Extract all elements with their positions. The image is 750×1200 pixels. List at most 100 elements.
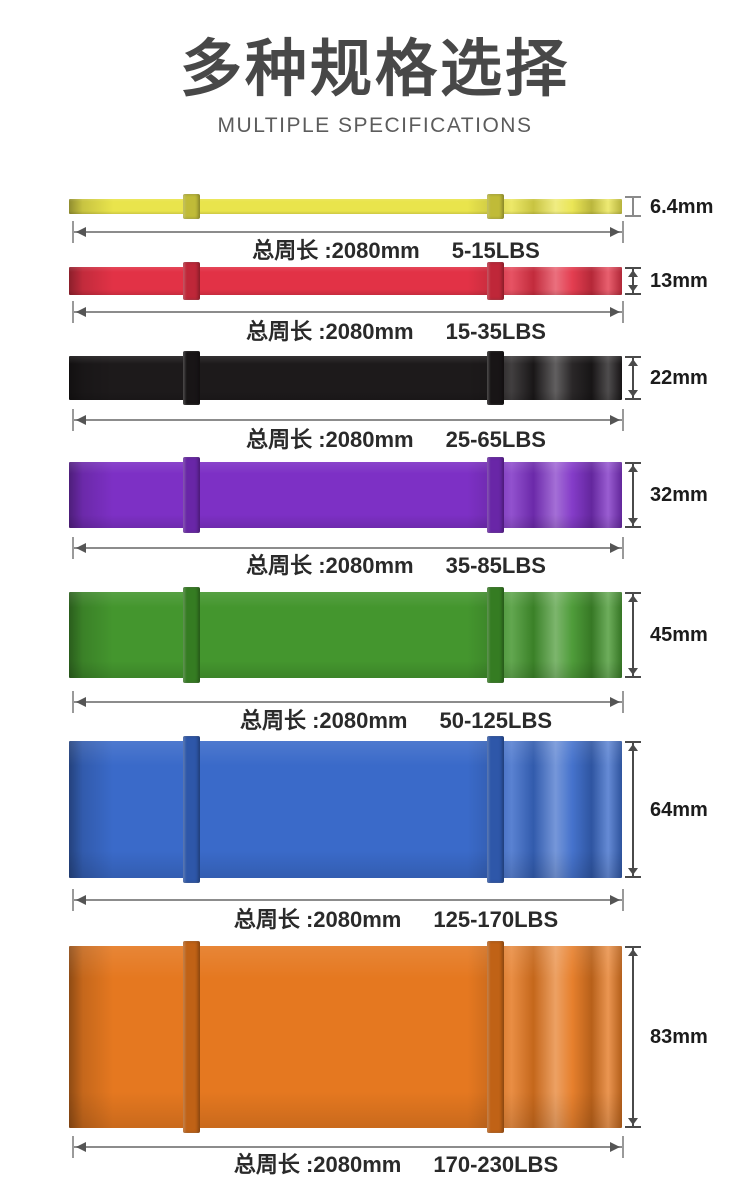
band-clip — [487, 262, 504, 300]
arrow-right-icon — [610, 415, 620, 425]
band-clip — [487, 457, 504, 533]
band-clip — [183, 457, 200, 533]
band-clip — [183, 351, 200, 405]
band-clip — [183, 736, 200, 883]
arrow-right-icon — [610, 543, 620, 553]
red-resistance-band — [69, 262, 622, 300]
band-measure-text: 总周长 :2080mm 15-35LBS — [120, 319, 672, 345]
marker-bottom-cap — [625, 526, 641, 528]
arrow-right-icon — [610, 307, 620, 317]
band-clip — [487, 941, 504, 1133]
marker-line — [632, 358, 634, 398]
measure-right-cap — [622, 301, 624, 323]
measure-line — [74, 701, 622, 703]
band-width-label: 45mm — [650, 624, 708, 646]
circumference-measure-line — [72, 1136, 624, 1158]
arrow-left-icon — [76, 307, 86, 317]
measure-line — [74, 231, 622, 233]
circumference-measure-line — [72, 301, 624, 323]
band-clip — [183, 587, 200, 683]
marker-top-cap — [625, 946, 641, 948]
arrow-left-icon — [76, 1142, 86, 1152]
marker-line — [632, 743, 634, 876]
measure-right-cap — [622, 1136, 624, 1158]
marker-line — [632, 594, 634, 676]
marker-top-cap — [625, 741, 641, 743]
circumference-measure-line — [72, 409, 624, 431]
measure-left-cap — [72, 691, 74, 713]
band-width-label: 83mm — [650, 1026, 708, 1048]
marker-bottom-cap — [625, 1126, 641, 1128]
arrow-down-icon — [628, 668, 638, 675]
band-width-label: 64mm — [650, 798, 708, 821]
resistance-label: 50-125LBS — [439, 708, 553, 733]
band-measure-text: 总周长 :2080mm 170-230LBS — [120, 1152, 672, 1178]
marker-bottom-cap — [625, 876, 641, 878]
width-measure-marker — [625, 462, 641, 528]
page-title: 多种规格选择 — [179, 35, 570, 104]
arrow-left-icon — [76, 697, 86, 707]
orange-resistance-band — [69, 941, 622, 1133]
marker-top-cap — [625, 462, 641, 464]
blue-resistance-band — [69, 736, 622, 883]
header: 多种规格选择 MULTIPLE SPECIFICATIONS — [0, 34, 750, 138]
band-clip — [487, 351, 504, 405]
circumference-measure-line — [72, 537, 624, 559]
page-subtitle: MULTIPLE SPECIFICATIONS — [217, 114, 533, 138]
measure-left-cap — [72, 889, 74, 911]
marker-bottom-cap — [625, 215, 641, 217]
measure-line — [74, 1146, 622, 1148]
marker-top-cap — [625, 356, 641, 358]
arrow-down-icon — [628, 1118, 638, 1125]
band-width-label: 22mm — [650, 367, 708, 389]
measure-left-cap — [72, 301, 74, 323]
width-measure-marker — [625, 592, 641, 678]
circumference-label: 总周长 :2080mm — [252, 238, 420, 263]
width-measure-marker — [625, 196, 641, 217]
resistance-label: 5-15LBS — [451, 238, 540, 263]
width-measure-marker — [625, 946, 641, 1128]
band-width-label: 6.4mm — [650, 195, 714, 218]
band-width-label: 32mm — [650, 484, 708, 506]
marker-bottom-cap — [625, 293, 641, 295]
marker-top-cap — [625, 267, 641, 269]
arrow-right-icon — [610, 1142, 620, 1152]
arrow-down-icon — [628, 518, 638, 525]
measure-right-cap — [622, 221, 624, 243]
circumference-label: 总周长 :2080mm — [246, 319, 414, 344]
resistance-label: 15-35LBS — [445, 319, 546, 344]
band-measure-text: 总周长 :2080mm 5-15LBS — [120, 238, 672, 264]
arrow-left-icon — [76, 227, 86, 237]
purple-resistance-band — [69, 457, 622, 533]
width-measure-marker — [625, 356, 641, 400]
width-measure-marker — [625, 741, 641, 878]
arrow-down-icon — [628, 285, 638, 292]
circumference-label: 总周长 :2080mm — [233, 907, 402, 932]
circumference-measure-line — [72, 221, 624, 243]
marker-top-cap — [625, 592, 641, 594]
band-measure-text: 总周长 :2080mm 35-85LBS — [120, 553, 672, 579]
circumference-measure-line — [72, 691, 624, 713]
band-measure-text: 总周长 :2080mm 25-65LBS — [120, 427, 672, 453]
band-clip — [487, 736, 504, 883]
marker-bottom-cap — [625, 398, 641, 400]
marker-line — [632, 948, 634, 1126]
circumference-label: 总周长 :2080mm — [246, 553, 414, 578]
measure-right-cap — [622, 537, 624, 559]
measure-line — [74, 899, 622, 901]
measure-line — [74, 547, 622, 549]
band-clip — [487, 587, 504, 683]
measure-line — [74, 311, 622, 313]
measure-left-cap — [72, 537, 74, 559]
yellow-resistance-band — [69, 194, 622, 219]
measure-right-cap — [622, 889, 624, 911]
arrow-up-icon — [628, 359, 638, 366]
arrow-up-icon — [628, 949, 638, 956]
arrow-up-icon — [628, 595, 638, 602]
resistance-label: 170-230LBS — [433, 1152, 559, 1177]
resistance-label: 125-170LBS — [433, 907, 559, 932]
arrow-left-icon — [76, 543, 86, 553]
arrow-right-icon — [610, 697, 620, 707]
black-resistance-band — [69, 351, 622, 405]
